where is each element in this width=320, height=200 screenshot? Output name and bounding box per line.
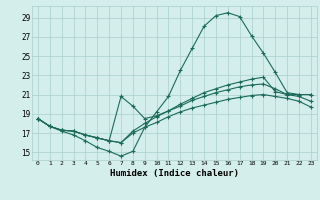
X-axis label: Humidex (Indice chaleur): Humidex (Indice chaleur): [110, 169, 239, 178]
